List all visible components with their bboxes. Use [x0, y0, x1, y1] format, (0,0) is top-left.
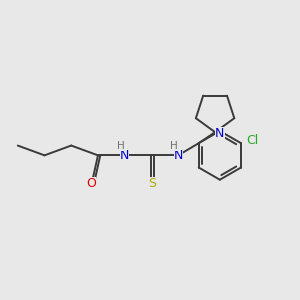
Text: N: N — [120, 149, 129, 162]
Text: S: S — [148, 177, 156, 190]
Text: O: O — [86, 177, 96, 190]
Text: N: N — [215, 127, 224, 140]
Text: N: N — [173, 149, 183, 162]
Text: Cl: Cl — [246, 134, 258, 147]
Text: H: H — [117, 141, 124, 152]
Text: H: H — [170, 141, 178, 152]
